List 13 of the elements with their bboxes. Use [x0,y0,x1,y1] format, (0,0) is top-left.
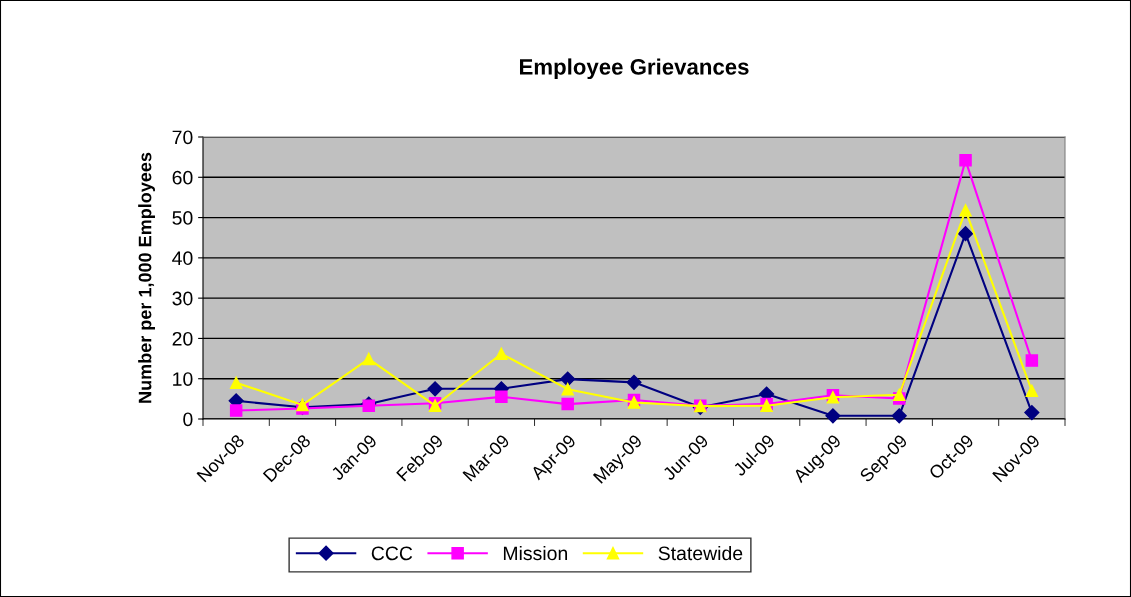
y-tick-label: 40 [172,251,193,266]
y-tick-label: 30 [172,291,193,306]
y-axis-title: Number per 1,000 Employees [138,152,155,403]
y-tick-label: 0 [183,412,193,427]
legend-label: Mission [503,545,568,561]
y-tick-label: 50 [172,211,193,225]
y-tick-label: 10 [173,372,193,386]
y-tick-label: 70 [172,130,193,145]
legend-label: Statewide [658,545,743,561]
y-tick-label: 20 [172,331,193,346]
legend-label: CCC [371,546,413,561]
chart-title: Employee Grievances [520,58,749,80]
y-tick-label: 60 [172,170,193,185]
